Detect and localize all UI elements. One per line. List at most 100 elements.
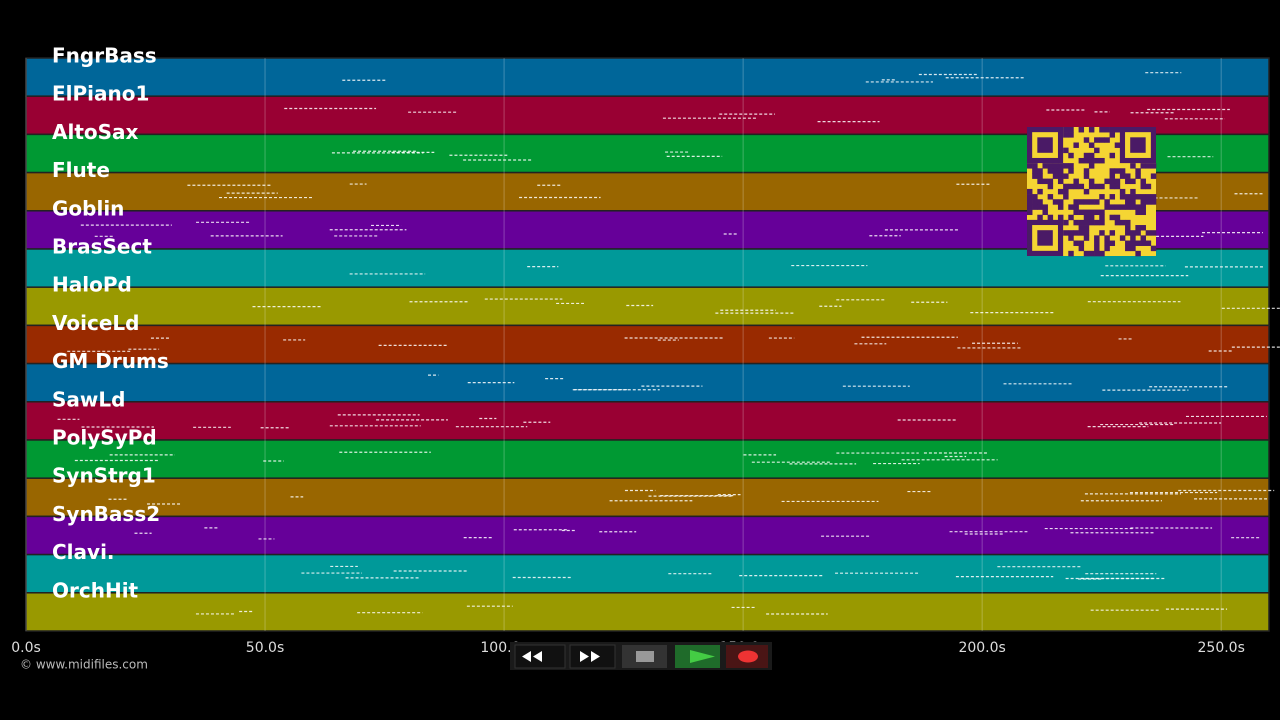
tick-label: 0.0s [11, 640, 41, 656]
copyright: © www.midifiles.com [20, 658, 148, 672]
qr-cell [1130, 199, 1136, 205]
qr-cell [1104, 240, 1110, 246]
qr-cell [1078, 199, 1085, 205]
qr-cell [1063, 163, 1069, 169]
qr-cell [1052, 168, 1059, 174]
qr-cell [1078, 240, 1085, 246]
qr-cell [1125, 204, 1131, 210]
qr-cell [1135, 194, 1141, 200]
qr-cell [1032, 163, 1038, 169]
qr-cell [1114, 178, 1121, 185]
qr-cell [1094, 250, 1100, 257]
qr-cell [1063, 147, 1069, 154]
qr-cell [1088, 157, 1095, 164]
qr-cell [1125, 199, 1131, 205]
qr-cell [1052, 173, 1059, 179]
qr-cell [1032, 168, 1038, 174]
track-label: PolySyPd [52, 426, 157, 450]
qr-cell [1114, 142, 1121, 148]
qr-cell [1057, 199, 1064, 205]
qr-cell [1037, 173, 1043, 179]
qr-cell [1140, 199, 1146, 205]
tick-label: 50.0s [246, 640, 284, 656]
qr-cell [1068, 235, 1074, 241]
play-button[interactable] [675, 645, 720, 668]
qr-cell [1027, 204, 1033, 210]
qr-cell [1088, 199, 1095, 205]
qr-cell [1073, 230, 1079, 236]
track-label: Clavi. [52, 540, 115, 564]
qr-cell [1063, 219, 1069, 226]
qr-cell [1104, 178, 1110, 185]
qr-cell [1057, 168, 1064, 174]
qr-cell [1088, 219, 1095, 226]
qr-cell [1125, 178, 1131, 185]
qr-cell [1078, 127, 1085, 133]
qr-cell [1068, 214, 1074, 221]
qr-cell [1073, 183, 1079, 190]
qr-cell [1119, 204, 1126, 210]
qr-cell [1068, 132, 1074, 138]
qr-finder [1026, 127, 1064, 164]
qr-cell [1063, 173, 1069, 179]
track-label: OrchHit [52, 578, 139, 602]
qr-cell [1135, 168, 1141, 174]
qr-cell [1047, 168, 1054, 174]
qr-cell [1145, 194, 1152, 200]
qr-cell [1073, 142, 1079, 148]
qr-cell [1125, 230, 1131, 236]
qr-cell [1119, 168, 1126, 174]
grid [25, 58, 1222, 631]
qr-cell [1057, 178, 1064, 185]
qr-cell [1140, 194, 1146, 200]
forward-button[interactable] [569, 644, 616, 669]
qr-cell [1063, 230, 1069, 236]
qr-cell [1078, 230, 1085, 236]
stop-button[interactable] [622, 645, 667, 668]
qr-cell [1135, 240, 1141, 246]
qr-cell [1130, 240, 1136, 246]
track-label: AltoSax [52, 120, 139, 144]
qr-finder-core [1130, 137, 1146, 153]
track-label: Goblin [52, 196, 124, 220]
qr-cell [1068, 230, 1074, 236]
qr-cell [1099, 214, 1105, 221]
qr-cell [1047, 214, 1054, 221]
qr-cell [1109, 204, 1116, 210]
qr-cell [1140, 204, 1146, 210]
rewind-button[interactable] [514, 644, 566, 669]
qr-cell [1057, 214, 1064, 221]
qr-cell [1068, 168, 1074, 174]
qr-cell [1032, 199, 1038, 205]
qr-cell [1135, 225, 1141, 231]
track-band [25, 324, 1270, 365]
qr-cell [1094, 157, 1100, 164]
qr-cell [1099, 127, 1105, 133]
track-label: GM Drums [52, 349, 169, 373]
track-band [25, 286, 1270, 327]
qr-cell [1125, 194, 1131, 200]
qr-cell [1037, 214, 1043, 221]
qr-cell [1068, 204, 1074, 210]
qr-cell [1047, 183, 1054, 190]
qr-cell [1130, 245, 1136, 252]
qr-cell [1145, 199, 1152, 205]
qr-cell [1094, 240, 1100, 246]
qr-cell [1078, 225, 1085, 231]
qr-cell [1042, 204, 1048, 210]
qr-finder [1119, 127, 1156, 164]
qr-cell [1037, 178, 1043, 185]
qr-finder-core [1037, 137, 1053, 153]
qr-cell [1099, 137, 1105, 143]
qr-cell [1119, 194, 1126, 200]
qr-cell [1088, 163, 1095, 169]
qr-cell [1145, 183, 1152, 190]
qr-cell [1088, 250, 1095, 257]
qr-cell [1083, 188, 1090, 195]
record-button[interactable] [726, 645, 768, 668]
qr-cell [1037, 188, 1043, 195]
qr-cell [1150, 173, 1157, 179]
qr-cell [1140, 183, 1146, 190]
track-labels: FngrBass ElPiano1 AltoSax Flute Goblin BrasSe… [52, 44, 169, 603]
